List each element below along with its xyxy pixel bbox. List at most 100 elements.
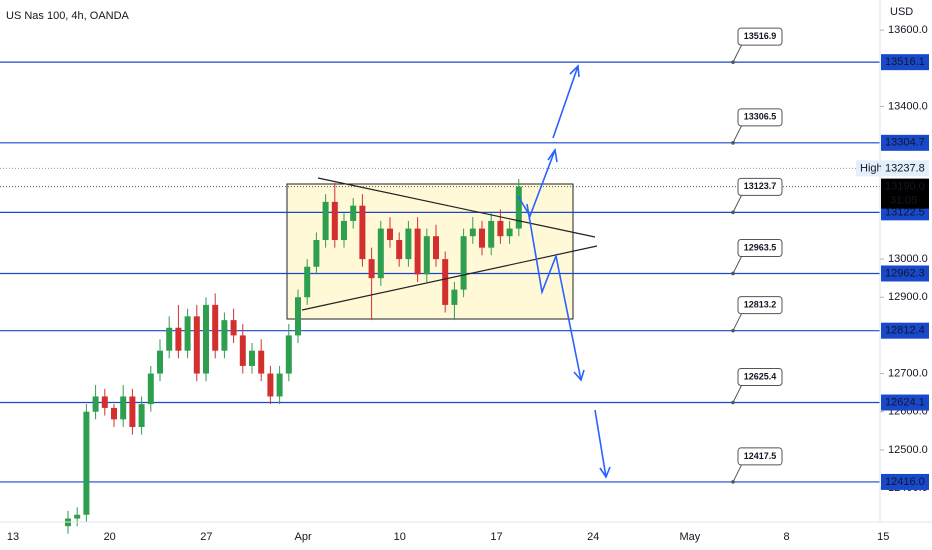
x-tick-label: 24 bbox=[587, 531, 599, 543]
y-tick-label: 12900.0 bbox=[888, 291, 928, 303]
candle-body bbox=[138, 404, 145, 427]
candle-body bbox=[295, 297, 301, 336]
candle-body bbox=[359, 205, 366, 260]
candle-body bbox=[405, 228, 412, 260]
callout-anchor bbox=[731, 480, 735, 484]
candle-body bbox=[331, 201, 338, 241]
candle-body bbox=[267, 373, 274, 397]
level-price-label: 12962.3 bbox=[885, 267, 925, 279]
callout-box bbox=[737, 177, 783, 196]
x-tick-label: 13 bbox=[7, 531, 19, 543]
candle-body bbox=[451, 289, 458, 305]
candle-body bbox=[479, 228, 485, 248]
y-tick-label: 12500.0 bbox=[888, 444, 928, 456]
callout-anchor bbox=[731, 141, 735, 145]
candle-body bbox=[506, 228, 513, 237]
chart-title: US Nas 100, 4h, OANDA bbox=[6, 10, 130, 22]
callout-label: 12417.5 bbox=[744, 451, 777, 461]
candle-body bbox=[515, 186, 522, 229]
x-tick-label: 15 bbox=[877, 531, 889, 543]
callout-pointer bbox=[732, 194, 743, 213]
level-price-box bbox=[881, 473, 929, 490]
callout-pointer bbox=[732, 312, 743, 331]
callout-anchor bbox=[731, 271, 735, 276]
callout-pointer bbox=[732, 384, 743, 403]
arrows bbox=[517, 64, 611, 479]
x-tick-label: 27 bbox=[200, 531, 212, 543]
high-price-box bbox=[881, 160, 929, 177]
x-tick-label: 8 bbox=[784, 531, 790, 543]
candle-body bbox=[230, 320, 237, 336]
callout-pointer bbox=[732, 463, 743, 483]
candle-body bbox=[111, 407, 117, 420]
callout-pointer bbox=[732, 255, 743, 274]
candle-body bbox=[221, 320, 228, 351]
candle-body bbox=[74, 514, 81, 519]
callout-label: 13306.5 bbox=[744, 112, 777, 122]
y-tick-label: 13400.0 bbox=[888, 100, 928, 112]
level-price-label: 13122.5 bbox=[885, 206, 925, 218]
x-tick-label: Apr bbox=[295, 531, 312, 543]
candle-body bbox=[414, 228, 421, 275]
callout-box bbox=[737, 447, 783, 466]
candle-body bbox=[120, 396, 127, 420]
candle-body bbox=[157, 350, 163, 374]
callout-label: 13123.7 bbox=[744, 181, 777, 191]
candle-body bbox=[147, 373, 154, 405]
y-tick-label: 12700.0 bbox=[888, 367, 928, 379]
high-tag: High bbox=[860, 162, 883, 174]
candle-body bbox=[322, 201, 329, 241]
candle-body bbox=[387, 228, 393, 241]
callout-anchor bbox=[731, 60, 735, 64]
candle-body bbox=[203, 304, 209, 374]
level-price-box bbox=[881, 394, 929, 411]
candle-body bbox=[285, 335, 292, 374]
candle-body bbox=[341, 220, 347, 241]
level-price-box bbox=[881, 265, 929, 282]
level-price-box bbox=[881, 54, 929, 71]
candle-body bbox=[497, 220, 504, 237]
callout-label: 12963.5 bbox=[744, 242, 777, 252]
candle-body bbox=[239, 335, 246, 366]
level-price-label: 13304.7 bbox=[885, 137, 925, 149]
candle-body bbox=[469, 228, 476, 237]
level-price-box bbox=[881, 322, 929, 339]
callout-pointer bbox=[732, 124, 743, 144]
level-price-label: 12416.0 bbox=[885, 476, 925, 488]
triangle-line bbox=[301, 245, 598, 311]
callout-box bbox=[737, 296, 783, 315]
x-tick-label: May bbox=[680, 531, 701, 543]
callout-label: 12813.2 bbox=[744, 300, 777, 310]
callout-box bbox=[737, 238, 783, 257]
range-box bbox=[286, 183, 574, 320]
callout-box bbox=[737, 368, 783, 387]
last-price-label: 13190.0 bbox=[885, 180, 925, 192]
x-tick-label: 20 bbox=[104, 531, 116, 543]
candle-body bbox=[166, 327, 173, 351]
callout-anchor bbox=[731, 400, 735, 405]
candle-body bbox=[396, 240, 403, 260]
candle-body bbox=[184, 316, 191, 351]
callout-label: 12625.4 bbox=[744, 371, 777, 381]
level-price-label: 13516.1 bbox=[885, 56, 925, 68]
x-tick-label: 17 bbox=[490, 531, 502, 543]
level-price-label: 12624.1 bbox=[885, 396, 925, 408]
candle-body bbox=[377, 228, 384, 279]
candle-body bbox=[258, 350, 265, 374]
candle-body bbox=[83, 411, 90, 515]
candle-body bbox=[313, 240, 320, 267]
countdown: 31:05 bbox=[890, 194, 918, 206]
callout-anchor bbox=[731, 328, 735, 333]
callout-box bbox=[737, 27, 783, 46]
currency: USD bbox=[890, 6, 913, 18]
candle-body bbox=[304, 266, 311, 298]
candle-body bbox=[423, 236, 430, 275]
high-tag-box bbox=[856, 160, 882, 177]
y-tick-label: 13000.0 bbox=[888, 253, 928, 265]
candle-body bbox=[276, 373, 283, 397]
candle-body bbox=[442, 259, 449, 305]
level-price-label: 12812.4 bbox=[885, 325, 925, 337]
callout-box bbox=[737, 108, 783, 127]
last-price-box bbox=[881, 178, 929, 209]
